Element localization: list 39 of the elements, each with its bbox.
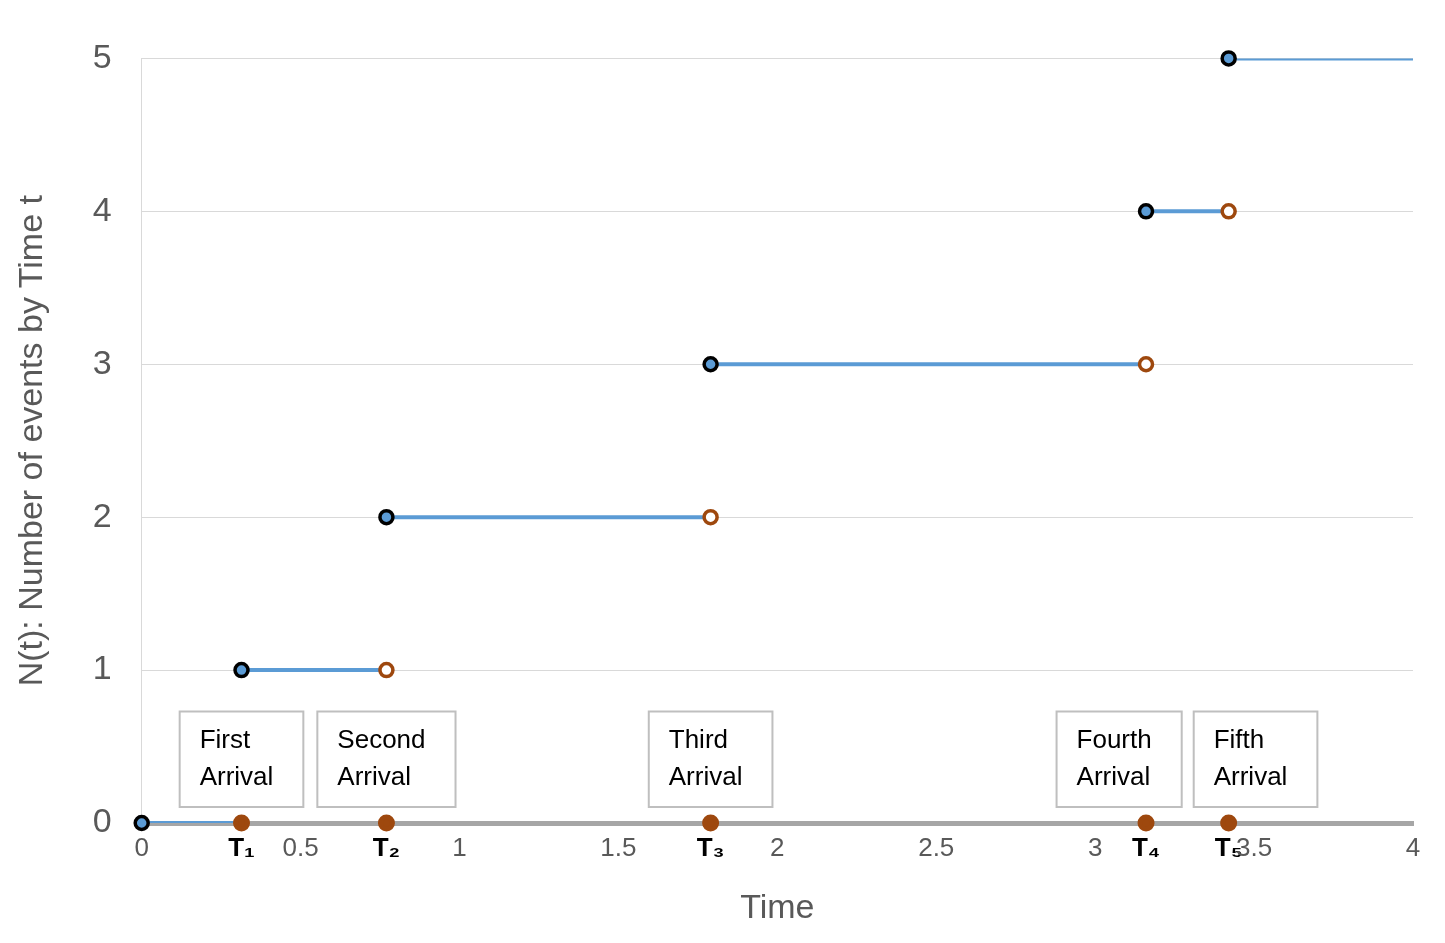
point (1220, 203, 1237, 220)
x-tick-label: 0.5 (282, 831, 319, 862)
point (378, 508, 395, 526)
x-tick-label: T₃ (696, 831, 725, 862)
point (233, 661, 250, 679)
x-tick-label: 2.5 (918, 831, 955, 862)
x-tick-label: 1.5 (600, 831, 637, 862)
point (702, 814, 720, 832)
annotation: Second Arrival (337, 723, 426, 792)
point (702, 355, 719, 373)
point (377, 814, 395, 832)
point (133, 814, 150, 832)
annotation: Fifth Arrival (1213, 723, 1288, 792)
point (378, 661, 395, 679)
point (1220, 814, 1238, 832)
annotation: Third Arrival (668, 723, 743, 792)
x-tick-label: 1 (452, 831, 467, 862)
point (702, 508, 719, 526)
x-tick-label: 3 (1087, 831, 1103, 862)
x-tick-label: T₁ (228, 831, 255, 862)
annotation: First Arrival (199, 723, 274, 792)
point (1137, 355, 1155, 373)
y-tick-label: 3 (92, 342, 112, 381)
point (1137, 203, 1155, 220)
y-tick-label: 2 (92, 495, 112, 534)
y-tick-label: 5 (92, 36, 112, 75)
point (1137, 814, 1155, 832)
x-tick-label: 4 (1405, 831, 1421, 862)
x-axis-title: Time (740, 886, 815, 925)
point (1220, 50, 1237, 67)
y-axis-title: N(t): Number of events by Time t (10, 194, 49, 687)
y-tick-label: 4 (92, 189, 112, 228)
x-tick-label: 0 (134, 831, 149, 862)
x-tick-label: T₄ (1131, 831, 1161, 862)
point (233, 814, 251, 832)
x-tick-label: T₂ (372, 831, 401, 862)
annotation: Fourth Arrival (1076, 723, 1152, 792)
y-tick-label: 1 (92, 648, 112, 687)
x-tick-label: 2 (770, 831, 785, 862)
